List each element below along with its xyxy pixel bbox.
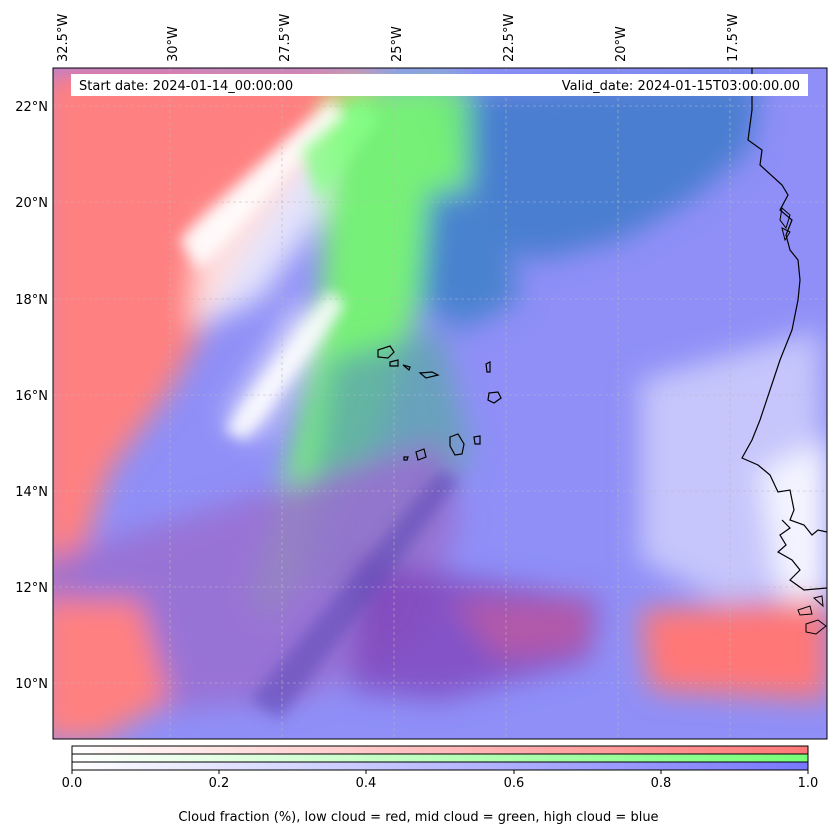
lat-label-14n: 14°N bbox=[15, 485, 48, 500]
colorbar-mid-cloud bbox=[71, 753, 809, 763]
lat-label-12n: 12°N bbox=[15, 581, 48, 596]
colorbar-tick-0-2: 0.2 bbox=[208, 776, 230, 791]
lat-label-10n: 10°N bbox=[15, 677, 48, 692]
coastline-africa bbox=[741, 68, 828, 591]
lat-label-16n: 16°N bbox=[15, 389, 48, 404]
info-bar bbox=[71, 74, 808, 96]
lon-label-20w: 20°W bbox=[614, 26, 629, 62]
colorbar-high-cloud bbox=[71, 761, 809, 771]
lon-label-25w: 25°W bbox=[390, 26, 405, 62]
colorbar-tick-0: 0.0 bbox=[61, 776, 83, 791]
lon-label-30w: 30°W bbox=[166, 26, 181, 62]
colorbar-tick-1: 1.0 bbox=[797, 776, 819, 791]
valid-date-label: Valid_date: 2024-01-15T03:00:00.00 bbox=[562, 79, 800, 94]
lat-label-18n: 18°N bbox=[15, 293, 48, 308]
colorbar-tick-0-8: 0.8 bbox=[650, 776, 672, 791]
colorbar-tick-0-4: 0.4 bbox=[355, 776, 377, 791]
start-date-label: Start date: 2024-01-14_00:00:00 bbox=[79, 79, 293, 94]
lon-label-22-5w: 22.5°W bbox=[502, 14, 517, 62]
lon-label-32-5w: 32.5°W bbox=[56, 14, 71, 62]
lon-label-27-5w: 27.5°W bbox=[278, 14, 293, 62]
cloud-field bbox=[53, 68, 827, 739]
lat-label-20n: 20°N bbox=[15, 196, 48, 211]
lat-label-22n: 22°N bbox=[15, 100, 48, 115]
map-frame bbox=[52, 67, 828, 740]
colorbar bbox=[71, 745, 809, 774]
gridlines bbox=[53, 68, 827, 739]
colorbar-caption: Cloud fraction (%), low cloud = red, mid… bbox=[178, 810, 659, 825]
lon-label-17-5w: 17.5°W bbox=[726, 14, 741, 62]
cape-verde-islands bbox=[377, 345, 502, 461]
colorbar-low-cloud bbox=[71, 745, 809, 755]
colorbar-tick-0-6: 0.6 bbox=[503, 776, 525, 791]
